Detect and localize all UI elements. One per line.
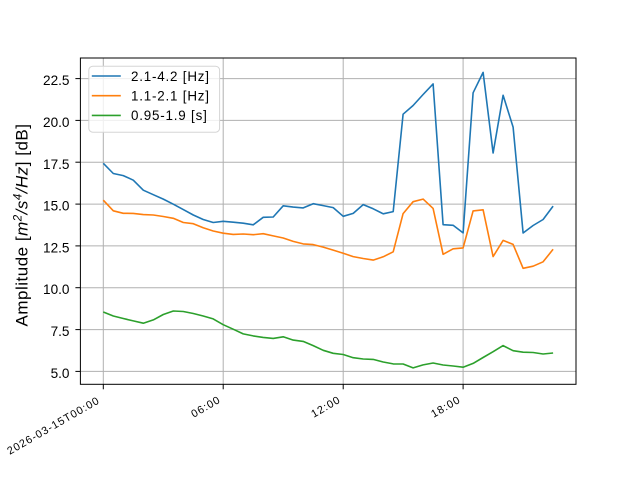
svg-text:15.0: 15.0 — [43, 199, 70, 214]
svg-text:12.5: 12.5 — [43, 240, 69, 255]
svg-text:22.5: 22.5 — [43, 73, 69, 88]
svg-text:10.0: 10.0 — [43, 282, 70, 297]
svg-text:5.0: 5.0 — [51, 366, 70, 381]
svg-text:2.1-4.2 [Hz]: 2.1-4.2 [Hz] — [131, 69, 210, 84]
svg-text:0.95-1.9 [s]: 0.95-1.9 [s] — [131, 108, 208, 123]
svg-text:17.5: 17.5 — [43, 157, 69, 172]
svg-text:1.1-2.1 [Hz]: 1.1-2.1 [Hz] — [131, 89, 210, 104]
svg-text:Amplitude [m2/s4/Hz] [dB]: Amplitude [m2/s4/Hz] [dB] — [13, 124, 32, 327]
svg-text:7.5: 7.5 — [51, 324, 70, 339]
svg-text:20.0: 20.0 — [43, 115, 70, 130]
